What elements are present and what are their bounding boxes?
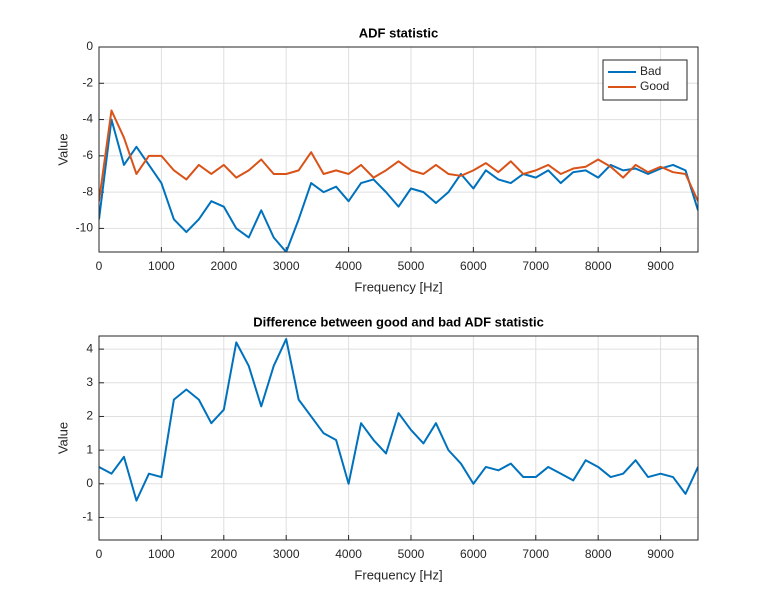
y-axis-label: Value (55, 422, 70, 454)
x-tick-label: 5000 (398, 547, 425, 561)
x-tick-label: 0 (96, 547, 103, 561)
y-tick-label: -1 (82, 510, 93, 524)
chart-title: Difference between good and bad ADF stat… (253, 314, 544, 329)
x-tick-label: 4000 (335, 259, 362, 273)
x-tick-label: 2000 (210, 259, 237, 273)
y-tick-label: -4 (82, 112, 93, 126)
y-tick-label: 0 (86, 39, 93, 53)
x-tick-label: 9000 (647, 547, 674, 561)
y-tick-label: 2 (86, 409, 93, 423)
data-line (99, 338, 698, 502)
axes-box (98, 46, 699, 253)
y-tick-label: 4 (86, 341, 93, 355)
plot-area (99, 336, 698, 540)
y-tick-label: -8 (82, 184, 93, 198)
x-tick-label: 3000 (273, 547, 300, 561)
x-tick-label: 6000 (460, 259, 487, 273)
x-tick-label: 2000 (210, 547, 237, 561)
x-tick-label: 3000 (273, 259, 300, 273)
y-tick-label: 0 (86, 476, 93, 490)
y-axis-label: Value (55, 133, 70, 165)
x-tick-label: 1000 (148, 259, 175, 273)
legend-box (602, 59, 688, 101)
x-tick-label: 7000 (522, 547, 549, 561)
x-tick-label: 9000 (647, 259, 674, 273)
y-tick-label: 1 (86, 442, 93, 456)
subplot: 0 1000 2000 3000 4000 5000 6000 7000 8000 9000 -1 0… (55, 314, 699, 582)
x-tick-label: 7000 (522, 259, 549, 273)
y-tick-label: -2 (82, 75, 93, 89)
x-tick-label: 8000 (585, 547, 612, 561)
x-tick-label: 6000 (460, 547, 487, 561)
y-tick-label: 3 (86, 375, 93, 389)
chart-title: ADF statistic (359, 25, 438, 40)
legend-label: Good (640, 79, 669, 93)
x-tick-label: 4000 (335, 547, 362, 561)
x-axis-label: Frequency [Hz] (354, 279, 442, 294)
x-tick-label: 0 (96, 259, 103, 273)
axes-box (98, 335, 699, 541)
x-tick-label: 8000 (585, 259, 612, 273)
legend-label: Bad (640, 64, 661, 78)
data-line (99, 109, 698, 202)
x-axis-label: Frequency [Hz] (354, 567, 442, 582)
x-tick-label: 5000 (398, 259, 425, 273)
y-tick-label: -6 (82, 148, 93, 162)
y-tick-label: -10 (76, 221, 94, 235)
subplot: 0 1000 2000 3000 4000 5000 6000 7000 8000 9000 -10… (55, 25, 699, 294)
x-tick-label: 1000 (148, 547, 175, 561)
data-line (99, 118, 698, 252)
